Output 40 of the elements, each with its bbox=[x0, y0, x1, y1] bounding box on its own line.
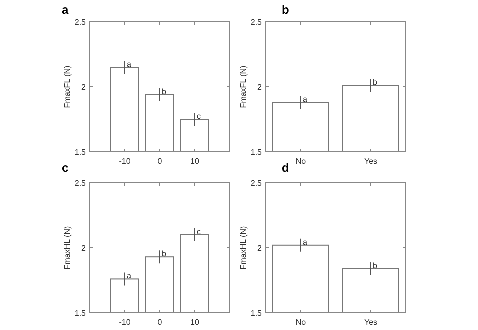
y-tick-label: 1.5 bbox=[250, 148, 263, 157]
annotation: a bbox=[303, 95, 308, 104]
x-tick-label: -10 bbox=[119, 318, 132, 327]
y-tick-label: 2.5 bbox=[74, 178, 87, 188]
annotation: b bbox=[162, 250, 167, 259]
chart-title: b bbox=[282, 3, 290, 17]
chart-title: a bbox=[62, 3, 69, 17]
x-tick-label: 10 bbox=[190, 157, 200, 166]
x-tick-label: Yes bbox=[364, 318, 378, 327]
y-tick-label: 2 bbox=[258, 82, 263, 92]
y-tick-label: 2.5 bbox=[74, 18, 87, 27]
chart-title: d bbox=[282, 161, 290, 175]
y-tick-label: 1.5 bbox=[74, 308, 87, 318]
annotation: c bbox=[197, 112, 201, 121]
annotation: b bbox=[162, 87, 167, 96]
annotation: a bbox=[127, 272, 132, 281]
x-tick-label: 10 bbox=[190, 318, 200, 327]
x-tick-label: 0 bbox=[158, 157, 163, 166]
y-axis-title: FmaxFL (N) bbox=[239, 65, 248, 108]
annotation: b bbox=[373, 261, 378, 270]
annotation: a bbox=[127, 60, 132, 69]
y-tick-label: 1.5 bbox=[74, 148, 87, 157]
chart-title: c bbox=[62, 161, 69, 175]
y-tick-label: 2 bbox=[258, 244, 263, 253]
y-axis-title: FmaxFL (N) bbox=[63, 65, 72, 108]
annotation: a bbox=[303, 238, 308, 247]
y-tick-label: 1.5 bbox=[250, 308, 263, 318]
x-tick-label: No bbox=[296, 318, 307, 327]
annotation: c bbox=[197, 228, 201, 236]
y-axis-title: FmaxHL (N) bbox=[239, 226, 248, 270]
y-tick-label: 2 bbox=[82, 82, 87, 92]
y-tick-label: 2.5 bbox=[250, 18, 263, 27]
x-tick-label: -10 bbox=[119, 157, 132, 166]
x-tick-label: No bbox=[296, 157, 307, 166]
y-tick-label: 2.5 bbox=[250, 178, 263, 188]
annotation: b bbox=[373, 78, 378, 88]
x-tick-label: 0 bbox=[158, 318, 163, 327]
y-axis-title: FmaxHL (N) bbox=[63, 226, 72, 270]
x-tick-label: Yes bbox=[364, 157, 378, 166]
y-tick-label: 2 bbox=[82, 244, 87, 253]
